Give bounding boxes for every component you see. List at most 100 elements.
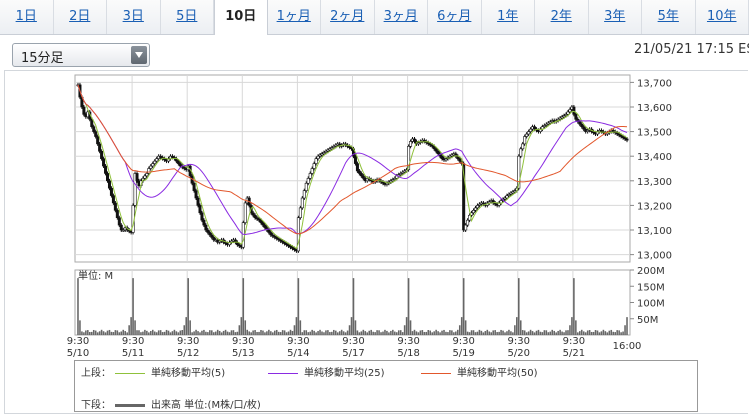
volume-bar — [148, 332, 150, 335]
volume-bar — [238, 325, 241, 335]
candle-body — [145, 173, 149, 177]
volume-bar — [321, 331, 323, 335]
tab-2[interactable]: 3日 — [107, 0, 161, 34]
candle-body — [481, 202, 485, 205]
candle-body — [572, 106, 576, 115]
volume-bar — [309, 331, 311, 335]
legend-ma25: 単純移動平均(25) — [268, 364, 385, 379]
x-tick-time: 9:30 — [397, 336, 419, 347]
volume-bar — [270, 331, 272, 335]
tab-7[interactable]: 3ヶ月 — [375, 0, 428, 34]
candle-body — [407, 146, 411, 171]
x-tick-date: 5/20 — [508, 348, 530, 359]
volume-bar — [460, 317, 463, 335]
volume-bar — [451, 330, 453, 335]
candle-body — [458, 158, 462, 162]
volume-bar — [350, 317, 353, 335]
volume-bar — [535, 330, 538, 335]
candle-body — [281, 240, 285, 243]
volume-bar — [494, 330, 496, 335]
volume-bar — [421, 330, 424, 335]
volume-bar — [338, 331, 341, 335]
volume-bar — [571, 317, 573, 335]
volume-bar — [138, 330, 140, 335]
volume-bar — [132, 278, 134, 335]
volume-bar — [279, 332, 282, 335]
volume-bar — [458, 325, 461, 335]
legend-volume: 出来高 単位:(M株/口/枚) — [115, 396, 261, 411]
volume-bar — [543, 330, 546, 335]
volume-bar — [563, 332, 565, 335]
volume-bar — [214, 331, 217, 335]
candle-body — [477, 203, 481, 206]
tab-6[interactable]: 2ヶ月 — [321, 0, 375, 34]
candle-body — [135, 173, 139, 182]
volume-bar — [315, 332, 317, 335]
tab-5[interactable]: 1ヶ月 — [268, 0, 321, 34]
tab-0[interactable]: 1日 — [0, 0, 54, 34]
chart-frame — [4, 70, 748, 414]
candle-body — [151, 163, 155, 167]
volume-bar — [191, 332, 193, 335]
volume-bar — [490, 332, 493, 335]
price-tick-label: 13,400 — [637, 152, 672, 163]
volume-bar — [165, 329, 168, 335]
volume-bar — [268, 329, 270, 335]
candle-body — [237, 244, 241, 247]
tab-3[interactable]: 5日 — [161, 0, 214, 34]
tab-1[interactable]: 2日 — [54, 0, 107, 34]
volume-bar — [142, 331, 144, 335]
volume-bar — [401, 332, 404, 335]
candle-body — [615, 132, 619, 135]
volume-bar — [151, 329, 154, 335]
volume-bar — [388, 332, 390, 335]
tab-11[interactable]: 3年 — [589, 0, 642, 34]
volume-bar — [590, 331, 593, 335]
volume-bar — [189, 320, 191, 335]
volume-bar — [83, 332, 85, 335]
x-tick-time: 9:30 — [287, 336, 309, 347]
candle-body — [149, 165, 153, 169]
candle-body — [353, 155, 357, 164]
chevron-down-icon[interactable] — [131, 46, 147, 64]
candle-body — [324, 150, 328, 153]
volume-bar — [622, 331, 624, 335]
candle-body — [204, 224, 208, 231]
tab-10[interactable]: 2年 — [535, 0, 589, 34]
volume-bar — [197, 331, 199, 335]
volume-bar — [407, 278, 410, 335]
volume-bar — [437, 331, 439, 335]
volume-bar — [415, 331, 418, 335]
candle-body — [212, 237, 216, 241]
volume-bar — [301, 332, 304, 335]
candle-body — [277, 238, 281, 241]
candle-body — [314, 158, 318, 164]
candle-body — [389, 180, 393, 183]
candle-body — [102, 158, 106, 167]
candle-body — [202, 219, 206, 226]
x-tick-date: 5/11 — [122, 348, 144, 359]
volume-bar — [366, 332, 369, 335]
tab-4[interactable]: 10日 — [214, 0, 268, 35]
ma50-line — [77, 84, 628, 235]
volume-bar — [254, 330, 256, 335]
tab-12[interactable]: 5年 — [642, 0, 696, 34]
volume-bar — [240, 317, 243, 335]
tab-9[interactable]: 1年 — [482, 0, 535, 34]
volume-bar — [195, 329, 197, 335]
candle-body — [316, 155, 320, 159]
volume-bar — [175, 331, 178, 335]
x-tick-time: 9:30 — [452, 336, 474, 347]
candle-body — [505, 195, 509, 199]
tab-8[interactable]: 6ヶ月 — [428, 0, 482, 34]
volume-bar — [354, 320, 357, 335]
volume-bar — [466, 331, 469, 335]
candle-body — [397, 174, 401, 177]
candle-body — [464, 224, 468, 231]
volume-bar — [287, 331, 290, 335]
candle-body — [361, 175, 365, 179]
candle-body — [159, 155, 163, 158]
interval-select[interactable]: 15分足 — [12, 43, 150, 67]
candle-body — [527, 131, 531, 135]
candle-body — [82, 106, 86, 115]
